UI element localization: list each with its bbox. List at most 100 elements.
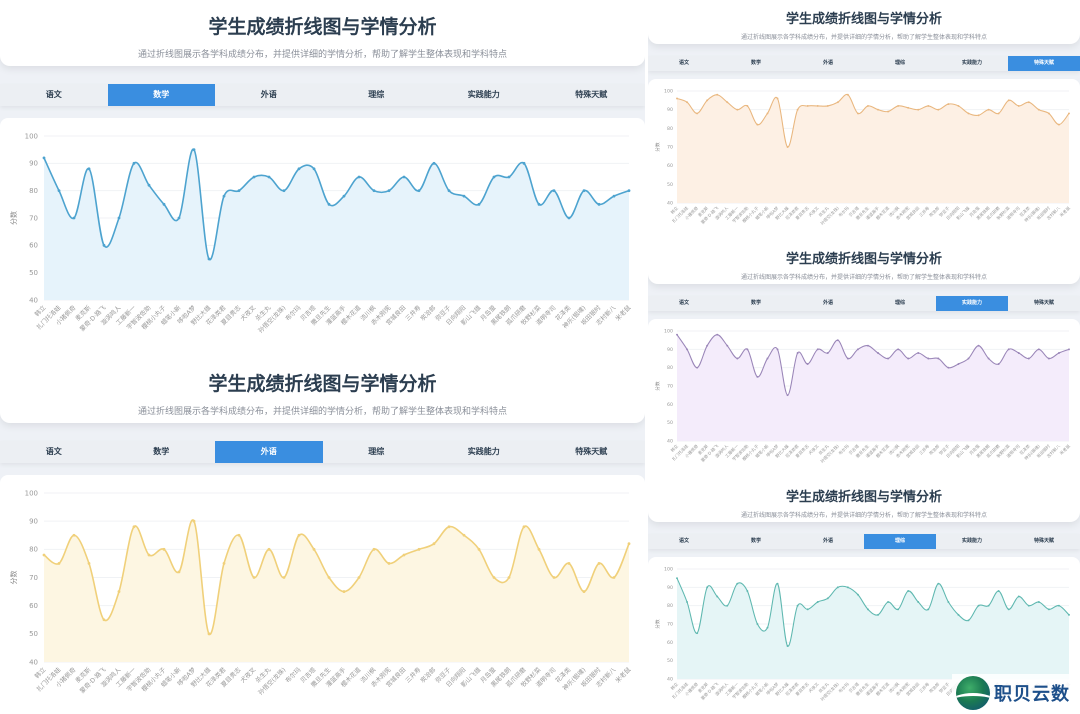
svg-text:70: 70 [667,145,673,151]
svg-text:米老鼠: 米老鼠 [1058,205,1071,218]
svg-text:布尔玛: 布尔玛 [284,666,303,685]
tab-4[interactable]: 实践能力 [467,90,500,99]
svg-text:70: 70 [29,574,38,582]
tab-0[interactable]: 语文 [678,300,689,306]
tab-4[interactable]: 实践能力 [467,447,500,456]
svg-text:100: 100 [664,329,673,335]
tab-5[interactable]: 特殊天赋 [1008,56,1080,71]
tab-5[interactable]: 特殊天赋 [1033,538,1054,544]
tab-0[interactable]: 语文 [678,538,689,544]
page-subtitle: 通过折线图展示各学科成绩分布，并提供详细的学情分析，帮助了解学生整体表现和学科特… [740,512,987,519]
svg-text:布尔玛: 布尔玛 [284,304,303,323]
page-title: 学生成绩折线图与学情分析 [208,373,437,395]
page-header: 学生成绩折线图与学情分析通过折线图展示各学科成绩分布，并提供详细的学情分析，帮助… [648,240,1080,284]
svg-text:70: 70 [29,214,38,222]
page-subtitle: 通过折线图展示各学科成绩分布，并提供详细的学情分析，帮助了解学生整体表现和学科特… [740,34,987,41]
svg-text:40: 40 [667,201,673,207]
svg-text:50: 50 [667,658,673,664]
svg-text:韩立: 韩立 [669,205,679,215]
tab-3[interactable]: 理综 [368,447,385,456]
watermark-text: 职贝云数 [994,684,1070,705]
svg-text:60: 60 [667,402,673,408]
tab-1[interactable]: 数学 [107,84,215,106]
svg-text:60: 60 [667,640,673,646]
svg-text:犬夜叉: 犬夜叉 [239,666,258,685]
svg-text:60: 60 [29,602,38,610]
subject-tabs: 语文 数学 外语 理综 实践能力 特殊天赋 [648,56,1080,71]
tab-3[interactable]: 理综 [894,60,905,66]
tab-2[interactable]: 外语 [822,538,833,544]
tab-0[interactable]: 语文 [45,90,62,99]
tab-3[interactable]: 理综 [894,300,905,306]
page-header: 学生成绩折线图与学情分析 通过折线图展示各学科成绩分布，并提供详细的学情分析，帮助… [648,478,1080,522]
panel-foreign: 学生成绩折线图与学情分析通过折线图展示各学科成绩分布，并提供详细的学情分析，帮助… [0,357,645,714]
svg-text:50: 50 [29,269,38,277]
page-title: 学生成绩折线图与学情分析 [785,12,942,27]
page-title: 学生成绩折线图与学情分析 [785,252,942,267]
tab-1[interactable]: 数学 [750,538,761,544]
svg-text:100: 100 [25,132,38,140]
svg-text:韩立: 韩立 [669,443,679,453]
tab-1[interactable]: 数学 [750,300,761,306]
subject-tabs: 语文 数学 外语 理综 实践能力 特殊天赋 [648,534,1080,549]
svg-text:50: 50 [29,630,38,638]
svg-text:三井寿: 三井寿 [404,304,423,323]
page-header: 学生成绩折线图与学情分析通过折线图展示各学科成绩分布，并提供详细的学情分析，帮助… [0,357,645,423]
tab-4[interactable]: 实践能力 [936,296,1008,311]
svg-text:分数: 分数 [654,142,661,152]
tab-5[interactable]: 特殊天赋 [575,90,608,99]
svg-text:50: 50 [667,420,673,426]
tab-3[interactable]: 理综 [864,534,936,549]
tab-1[interactable]: 数学 [153,447,170,456]
svg-text:90: 90 [29,518,38,526]
svg-text:米老鼠: 米老鼠 [614,666,633,685]
svg-text:90: 90 [667,347,673,353]
logo-globe-icon [956,676,990,710]
svg-text:犬夜叉: 犬夜叉 [239,304,258,323]
page-title: 学生成绩折线图与学情分析 [208,16,437,38]
svg-text:80: 80 [667,126,673,132]
tab-3[interactable]: 理综 [368,90,385,99]
page-subtitle: 通过折线图展示各学科成绩分布，并提供详细的学情分析，帮助了解学生整体表现和学科特… [137,407,507,417]
svg-text:70: 70 [667,384,673,390]
svg-text:40: 40 [29,658,38,666]
page-header: 学生成绩折线图与学情分析通过折线图展示各学科成绩分布，并提供详细的学情分析，帮助… [648,0,1080,44]
page-subtitle: 通过折线图展示各学科成绩分布，并提供详细的学情分析，帮助了解学生整体表现和学科特… [740,274,987,281]
tab-5[interactable]: 特殊天赋 [575,447,608,456]
tab-2[interactable]: 外语 [822,60,833,66]
svg-text:80: 80 [667,603,673,609]
svg-text:分数: 分数 [654,619,661,629]
tab-1[interactable]: 数学 [750,60,761,66]
subject-tabs: 语文 数学 外语 理综 实践能力 特殊天赋 [648,296,1080,311]
svg-text:韩立: 韩立 [669,681,679,691]
line-chart: 40 50 60 70 80 90 100 分数 韩立 扎门托洛娃 小猪佩奇 麦克斯 蒙奇·D·路飞 漩涡… [648,319,1080,476]
svg-text:90: 90 [29,160,38,168]
svg-text:40: 40 [667,439,673,445]
svg-text:60: 60 [29,242,38,250]
tab-4[interactable]: 实践能力 [961,60,982,66]
svg-text:分数: 分数 [9,211,18,225]
tab-2[interactable]: 外语 [215,441,323,463]
tab-2[interactable]: 外语 [822,300,833,306]
subject-tabs: 语文 数学 外语 理综 实践能力 特殊天赋 [0,441,645,463]
tab-4[interactable]: 实践能力 [961,538,982,544]
svg-text:三井寿: 三井寿 [404,666,423,685]
svg-text:80: 80 [667,365,673,371]
tab-5[interactable]: 特殊天赋 [1033,300,1054,306]
panel-talent: 学生成绩折线图与学情分析通过折线图展示各学科成绩分布，并提供详细的学情分析，帮助… [648,0,1080,238]
svg-text:分数: 分数 [9,571,18,585]
svg-text:炭治郎: 炭治郎 [419,666,438,685]
svg-text:50: 50 [667,182,673,188]
line-chart: 40 50 60 70 80 90 100 分数 韩立 扎门托洛娃 小猪佩奇 麦克斯 蒙奇·D·路飞 漩涡… [648,79,1080,238]
svg-text:米老鼠: 米老鼠 [614,304,633,323]
subject-tabs: 语文 数学 外语 理综 实践能力 特殊天赋 [0,84,645,106]
tab-0[interactable]: 语文 [45,447,62,456]
tab-0[interactable]: 语文 [678,60,689,66]
svg-text:炭治郎: 炭治郎 [419,304,438,323]
tab-2[interactable]: 外语 [260,90,277,99]
svg-text:80: 80 [29,546,38,554]
svg-text:分数: 分数 [654,381,661,391]
panel-practice: 学生成绩折线图与学情分析通过折线图展示各学科成绩分布，并提供详细的学情分析，帮助… [648,240,1080,476]
line-chart: 40 50 60 70 80 90 100 分数 韩立 扎门托洛娃 小猪佩奇 麦克斯 蒙奇·D·路飞 漩涡… [0,475,645,714]
svg-text:70: 70 [667,622,673,628]
